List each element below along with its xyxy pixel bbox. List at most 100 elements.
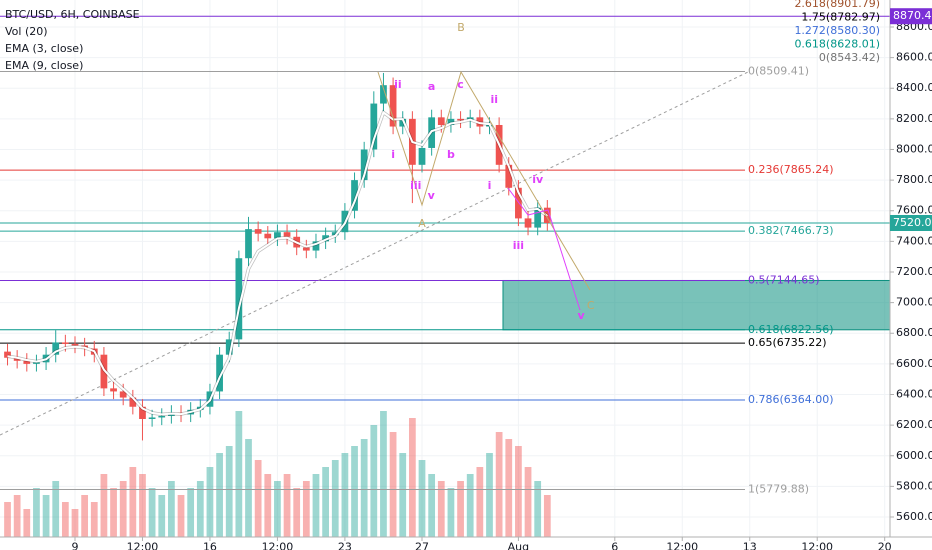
y-tick-label: 6000.00 (896, 449, 932, 462)
subwave-line (507, 187, 581, 311)
volume-bar (312, 474, 320, 537)
y-tick-label: 6600.00 (896, 357, 932, 370)
candle-body (476, 117, 484, 127)
volume-bar (524, 467, 532, 537)
candle-body (515, 187, 522, 219)
x-tick-label: 9 (71, 540, 78, 550)
fib-layer: 0(8509.41) 0.236(7865.24) 0.382(7466.73) 0.… (0, 15, 891, 495)
volume-bar (264, 474, 272, 537)
volume-bar (100, 474, 108, 537)
volume-bar (148, 488, 156, 537)
grid (0, 0, 890, 537)
volume-bar (139, 474, 146, 537)
volume-bar (302, 481, 310, 537)
y-tick-label: 8200.00 (896, 112, 932, 125)
volume-bar (110, 488, 117, 537)
candle-body (61, 342, 69, 344)
candle-body (23, 360, 31, 364)
wave-label: i (488, 179, 492, 192)
y-tick-label: 8600.00 (896, 51, 932, 64)
price-box (890, 214, 932, 231)
ema-line (7, 110, 548, 416)
candle-body (148, 417, 156, 420)
candle-body (110, 388, 117, 392)
y-tick-label: 7400.00 (896, 234, 932, 247)
candle-body (119, 391, 127, 398)
candle-body (322, 235, 329, 242)
volume-bar (486, 453, 493, 537)
volume-bar (129, 467, 137, 537)
candle-layer (4, 72, 551, 441)
volume-bar (534, 481, 542, 537)
volume-bar (505, 439, 513, 537)
volume-bar (33, 488, 40, 537)
wave-label: ii (491, 93, 499, 106)
candle-body (505, 164, 513, 188)
volume-bar (274, 481, 281, 537)
candle-body (302, 247, 310, 251)
fib-label: 0.786(6364.00) (748, 393, 834, 406)
x-tick-label: 27 (415, 540, 429, 550)
volume-bar (177, 495, 185, 537)
volume-bar (351, 446, 358, 537)
candle-body (418, 147, 426, 165)
volume-bar (466, 474, 474, 537)
volume-bar (370, 425, 378, 537)
volume-bar (42, 495, 50, 537)
volume-layer (4, 411, 551, 537)
wave-label: iii (410, 179, 421, 192)
volume-bar (4, 502, 11, 537)
candle-body (360, 149, 368, 181)
volume-bar (13, 495, 21, 537)
candle-body (139, 406, 146, 420)
volume-bar (399, 453, 407, 537)
volume-bar (23, 509, 31, 537)
candle-body (71, 343, 79, 346)
axes: 5600.00 5800.00 6000.00 6200.00 6400.00 6600.… (71, 0, 932, 550)
wave-label: C (587, 299, 595, 312)
candle-body (158, 415, 166, 418)
volume-bar (52, 481, 60, 537)
price-box-label: 8870.41 (893, 9, 932, 22)
candle-body (447, 118, 455, 125)
volume-bar (476, 467, 484, 537)
volume-bar (245, 439, 252, 537)
x-tick-label: 12:00 (801, 540, 833, 550)
candle-body (274, 232, 281, 239)
volume-bar (225, 446, 233, 537)
candle-body (4, 351, 11, 358)
candle-body (283, 232, 291, 237)
y-tick-label: 5600.00 (896, 510, 932, 523)
trend-line (0, 71, 749, 436)
volume-bar (293, 488, 301, 537)
candle-body (312, 241, 320, 251)
x-tick-label: 12:00 (666, 540, 698, 550)
candle-body (331, 232, 339, 236)
volume-bar (168, 481, 175, 537)
target-zone (502, 279, 891, 331)
wave-label: ii (394, 78, 402, 91)
extension-label: 1.75(8782.97) (801, 11, 880, 24)
legend-entry: EMA (3, close) (5, 42, 83, 55)
volume-bar (437, 481, 445, 537)
volume-bar (71, 509, 79, 537)
volume-bar (119, 481, 127, 537)
fib-label: 0.5(7144.65) (748, 273, 820, 286)
candle-body (254, 229, 262, 234)
y-tick-label: 7600.00 (896, 204, 932, 217)
price-box (890, 8, 932, 25)
volume-bar (254, 460, 262, 537)
y-tick-label: 7000.00 (896, 296, 932, 309)
volume-bar (187, 488, 195, 537)
fib-label: 0.65(6735.22) (748, 336, 827, 349)
volume-bar (90, 502, 98, 537)
candle-body (52, 342, 60, 355)
volume-bar (495, 432, 503, 537)
candle-body (264, 233, 272, 239)
candle-body (399, 118, 407, 127)
volume-bar (331, 460, 339, 537)
volume-bar (515, 446, 522, 537)
wave-label: B (457, 21, 465, 34)
